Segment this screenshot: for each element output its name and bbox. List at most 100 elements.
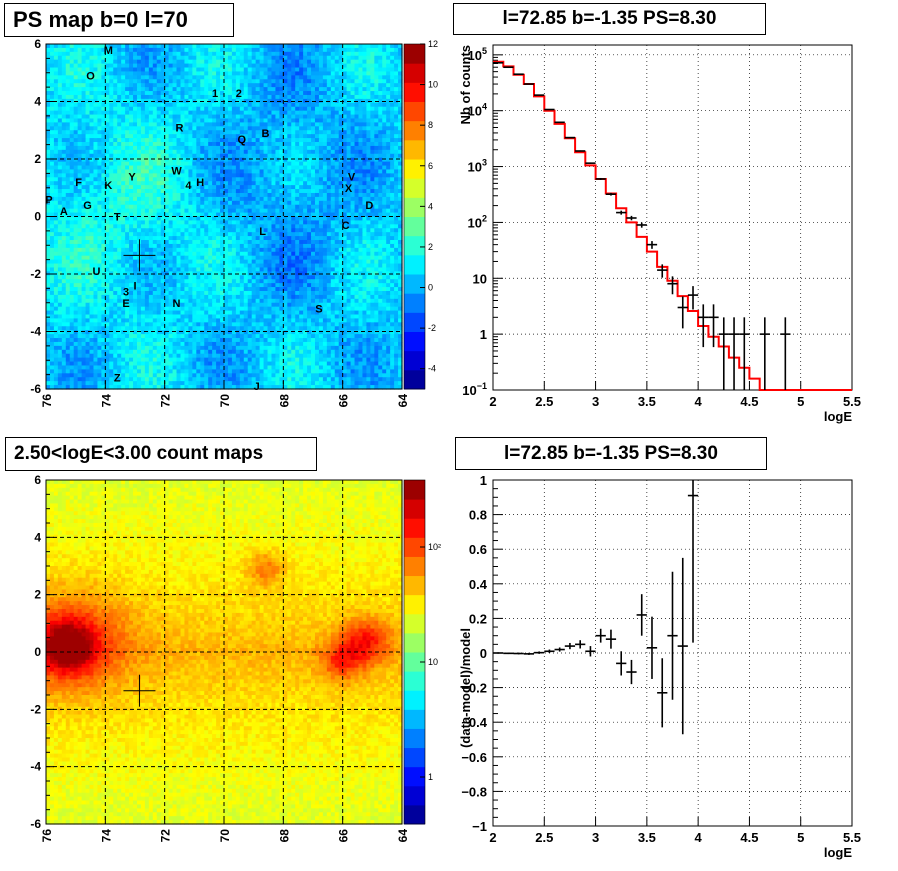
ps-map-colorbar-label: 0 xyxy=(428,283,433,293)
count-map-colorbar-band xyxy=(404,671,425,691)
source-label-C: C xyxy=(342,220,350,232)
count-map-colorbar-band xyxy=(404,709,425,729)
residual-y-tick-label: −0.6 xyxy=(461,750,487,765)
ps-map-colorbar-label: -2 xyxy=(428,323,436,333)
source-label-Q: Q xyxy=(238,134,247,146)
count-map-title: 2.50<logE<3.00 count maps xyxy=(5,437,317,471)
spectrum-y-tick-label: 1 xyxy=(480,327,487,342)
count-map-x-tick-label: 74 xyxy=(99,829,113,843)
count-map-x-tick-label: 68 xyxy=(277,829,291,843)
ps-map-colorbar-label: 12 xyxy=(428,39,438,49)
residual-y-tick-label: −0.4 xyxy=(461,715,487,730)
source-label-D: D xyxy=(365,200,373,212)
source-label-1: 1 xyxy=(212,88,218,100)
count-map-colorbar-label: 10² xyxy=(428,542,441,552)
ps-map-colorbar-band xyxy=(404,44,425,64)
residual-y-tick-label: 0 xyxy=(480,646,487,661)
ps-map-y-tick-label: -4 xyxy=(30,325,41,339)
residual-y-tick-label: −1 xyxy=(472,819,487,834)
residual-y-tick-label: 0.8 xyxy=(469,508,487,523)
source-label-E: E xyxy=(122,298,129,310)
ps-map-colorbar-band xyxy=(404,139,425,160)
residual-y-tick-label: 0.6 xyxy=(469,542,487,557)
source-label-V: V xyxy=(348,171,356,183)
count-map-x-tick-label: 72 xyxy=(159,829,173,843)
residual-x-tick-label: 5 xyxy=(797,830,804,845)
ps-map-colorbar-label: 4 xyxy=(428,201,433,211)
count-map-x-tick-label: 66 xyxy=(337,829,351,843)
count-map-colorbar-band xyxy=(404,537,425,557)
count-map-x-tick-label: 64 xyxy=(396,829,410,843)
ps-map-colorbar-label: 8 xyxy=(428,120,433,130)
source-label-R: R xyxy=(176,122,184,134)
count-map-y-tick-label: -2 xyxy=(30,702,41,716)
ps-map-title: PS map b=0 l=70 xyxy=(4,3,234,37)
source-label-K: K xyxy=(104,180,112,192)
spectrum-y-tick-label: 103 xyxy=(468,158,487,175)
residual-y-tick-label: 0.2 xyxy=(469,611,487,626)
spectrum-model-line xyxy=(493,60,852,391)
ps-map-y-tick-label: 4 xyxy=(34,95,41,109)
source-label-J: J xyxy=(254,381,260,393)
spectrum-frame xyxy=(492,44,853,391)
ps-map-colorbar-band xyxy=(404,63,425,83)
source-label-N: N xyxy=(173,298,181,310)
count-map-colorbar-band xyxy=(404,556,425,577)
source-label-Y: Y xyxy=(128,171,136,183)
source-label-Z: Z xyxy=(114,373,121,385)
spectrum-x-axis-label: logE xyxy=(824,409,852,424)
residual-x-tick-label: 4 xyxy=(695,830,703,845)
ps-map-colorbar-label: 6 xyxy=(428,161,433,171)
spectrum-x-tick-label: 5.5 xyxy=(843,394,861,409)
count-map-y-tick-label: 4 xyxy=(34,530,41,544)
residual-x-tick-label: 3.5 xyxy=(638,830,656,845)
source-label-3: 3 xyxy=(123,286,129,298)
ps-map-colorbar-band xyxy=(404,197,425,217)
ps-map-colorbar-band xyxy=(404,274,425,294)
residual-x-tick-label: 2.5 xyxy=(535,830,553,845)
spectrum-y-tick-label: 10 xyxy=(473,271,487,286)
count-map-x-tick-label: 76 xyxy=(40,829,54,843)
source-label-2: 2 xyxy=(236,88,242,100)
count-map-colorbar-band xyxy=(404,518,425,538)
spectrum-y-tick-label: 105 xyxy=(468,46,487,63)
source-label-I: I xyxy=(133,281,136,293)
ps-map-colorbar-band xyxy=(404,159,425,179)
ps-map-colorbar-band xyxy=(404,235,425,256)
source-label-L: L xyxy=(259,226,266,238)
spectrum-x-tick-label: 5 xyxy=(797,394,804,409)
count-map-colorbar-band xyxy=(404,690,425,710)
ps-map-y-tick-label: 0 xyxy=(34,210,41,224)
ps-map-y-tick-label: 2 xyxy=(34,152,41,166)
source-label-T: T xyxy=(114,212,121,224)
count-map-colorbar-frame xyxy=(403,479,426,825)
residual-title: l=72.85 b=-1.35 PS=8.30 xyxy=(455,437,767,470)
ps-map-colorbar-label: 10 xyxy=(428,80,438,90)
spectrum-x-tick-label: 3 xyxy=(592,394,599,409)
source-label-U: U xyxy=(92,266,100,278)
ps-map-colorbar-band xyxy=(404,331,425,352)
ps-map-colorbar-band xyxy=(404,216,425,237)
count-map-x-tick-label: 70 xyxy=(218,829,232,843)
source-label-W: W xyxy=(171,166,182,178)
count-map-colorbar-band xyxy=(404,499,425,519)
ps-map-x-tick-label: 70 xyxy=(218,394,232,408)
ps-map-colorbar-band xyxy=(404,369,425,390)
count-map-colorbar-label: 10 xyxy=(428,657,438,667)
count-map-colorbar-band xyxy=(404,785,425,806)
source-label-B: B xyxy=(262,128,270,140)
ps-map-colorbar-band xyxy=(404,312,425,332)
source-label-H: H xyxy=(196,177,204,189)
count-map-pixels xyxy=(46,480,403,825)
ps-map-colorbar-band xyxy=(404,120,425,141)
spectrum-y-tick-label: 102 xyxy=(468,213,487,230)
residual-x-tick-label: 2 xyxy=(489,830,496,845)
source-label-G: G xyxy=(83,200,92,212)
count-map-y-tick-label: -6 xyxy=(30,817,41,831)
count-map-y-tick-label: -4 xyxy=(30,760,41,774)
ps-map-colorbar-band xyxy=(404,101,425,122)
residual-y-tick-label: −0.2 xyxy=(461,681,487,696)
ps-map-y-tick-label: -2 xyxy=(30,267,41,281)
source-label-4: 4 xyxy=(185,180,192,192)
